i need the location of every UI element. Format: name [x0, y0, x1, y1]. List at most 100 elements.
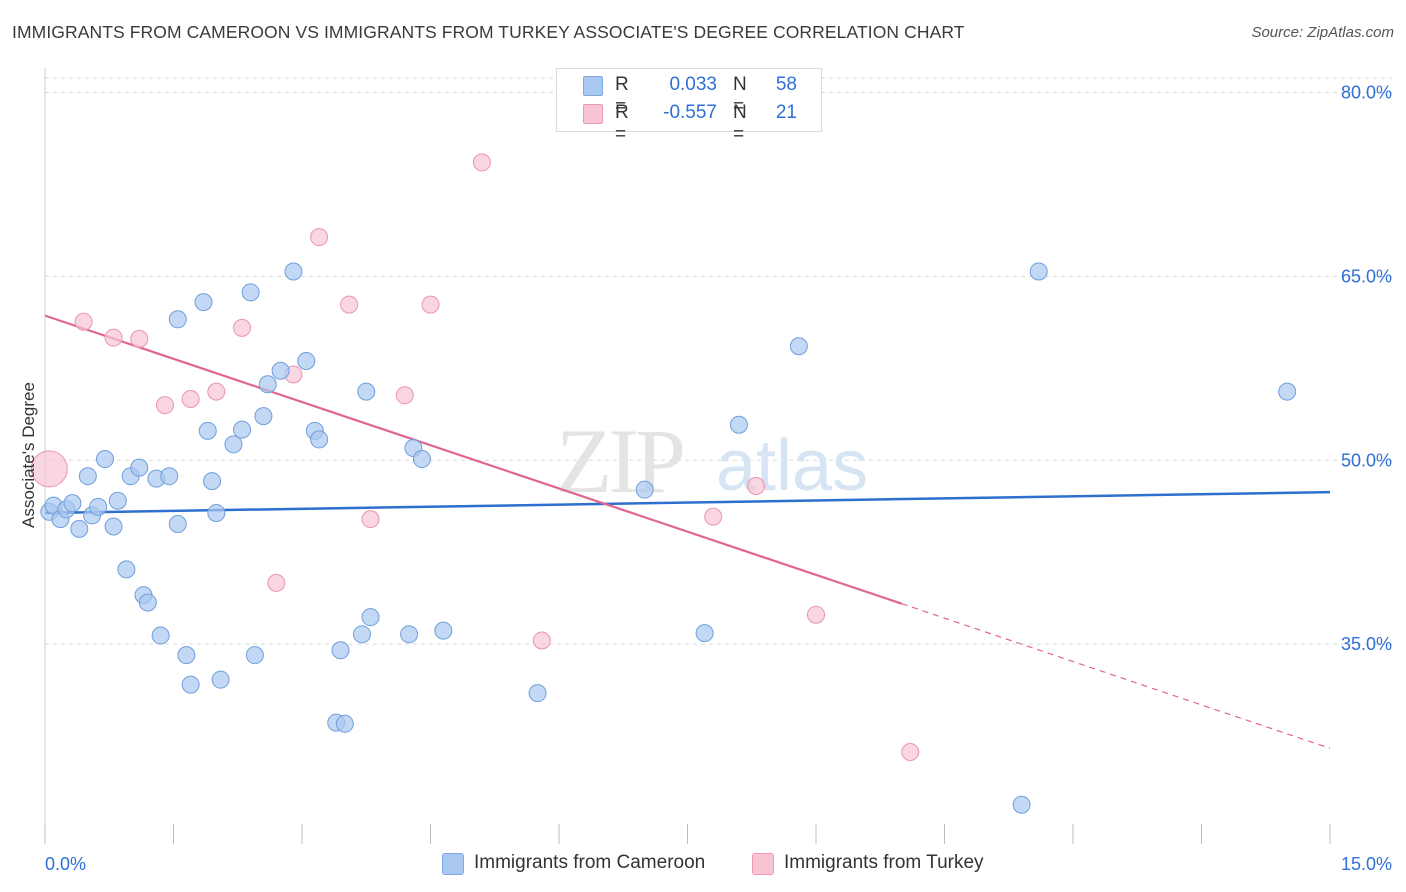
point-cameroon — [168, 310, 187, 329]
legend-r-label: R = — [615, 74, 629, 117]
point-turkey — [104, 328, 123, 347]
point-turkey — [74, 312, 93, 331]
point-turkey — [901, 743, 920, 761]
point-cameroon — [78, 467, 97, 486]
point-cameroon — [211, 670, 230, 689]
point-cameroon — [1278, 382, 1297, 401]
point-cameroon — [168, 515, 187, 533]
bottom-legend-swatch-turkey — [752, 853, 774, 875]
point-cameroon — [284, 262, 303, 281]
point-turkey — [361, 510, 380, 529]
point-cameroon — [177, 646, 196, 665]
point-cameroon — [434, 621, 453, 640]
bottom-legend-label-cameroon: Immigrants from Cameroon — [474, 852, 706, 873]
point-cameroon — [271, 361, 290, 380]
trend-layer — [44, 314, 1331, 749]
point-turkey — [155, 396, 174, 415]
point-cameroon — [297, 351, 316, 370]
x-tick-label: 0.0% — [45, 854, 86, 874]
legend-r-value: 0.033 — [669, 74, 717, 95]
point-cameroon — [528, 684, 547, 703]
point-cameroon — [89, 497, 108, 516]
point-cameroon — [198, 421, 217, 440]
y-tick-label: 65.0% — [1341, 266, 1392, 286]
point-cameroon — [160, 467, 179, 486]
trend-line-turkey-extension — [901, 603, 1331, 749]
x-tick-label: 15.0% — [1341, 854, 1392, 874]
point-cameroon — [400, 625, 419, 644]
point-cameroon — [130, 458, 149, 477]
legend-r-value: -0.557 — [663, 102, 717, 123]
point-cameroon — [412, 450, 431, 469]
point-cameroon — [245, 646, 264, 665]
y-tick-label: 80.0% — [1341, 83, 1392, 103]
point-cameroon — [1029, 262, 1048, 281]
point-turkey — [395, 386, 414, 405]
legend-n-label: N = — [733, 74, 747, 117]
point-cameroon — [335, 714, 354, 733]
point-cameroon — [352, 625, 371, 644]
point-turkey — [233, 318, 252, 337]
point-cameroon — [224, 435, 243, 454]
point-turkey — [130, 329, 149, 348]
bottom-legend-label-turkey: Immigrants from Turkey — [784, 852, 984, 873]
point-cameroon — [695, 624, 714, 643]
point-cameroon — [1012, 795, 1031, 814]
point-turkey — [704, 507, 723, 526]
legend-n-value: 21 — [775, 102, 797, 123]
point-cameroon — [207, 503, 226, 522]
point-cameroon — [729, 415, 748, 434]
watermark-zip: ZIP — [556, 410, 683, 512]
point-cameroon — [181, 675, 200, 694]
point-turkey — [181, 389, 200, 408]
point-cameroon — [789, 337, 808, 356]
point-cameroon — [310, 430, 329, 449]
point-turkey — [30, 450, 68, 488]
y-tick-label: 35.0% — [1341, 634, 1392, 654]
grid-layer — [45, 77, 1392, 645]
point-cameroon — [203, 472, 222, 491]
point-turkey — [807, 605, 825, 624]
point-turkey — [340, 295, 359, 314]
bottom-legend-swatch-cameroon — [442, 853, 464, 875]
point-cameroon — [104, 517, 123, 536]
point-turkey — [421, 295, 440, 314]
correlation-legend: R = 0.033 N = 58 R = -0.557 N = 21 — [556, 68, 822, 145]
watermark: ZIP atlas — [556, 410, 868, 512]
legend-r-label: R = — [615, 102, 629, 145]
trend-line-cameroon — [44, 490, 1331, 515]
point-turkey — [532, 631, 551, 650]
point-cameroon — [138, 593, 157, 612]
axis-layer: 35.0% 50.0% 65.0% 80.0% 0.0% 15.0% — [44, 68, 1392, 874]
legend-n-label: N = — [733, 102, 747, 145]
point-cameroon — [63, 494, 82, 513]
point-turkey — [472, 153, 491, 172]
point-cameroon — [70, 519, 89, 538]
point-cameroon — [241, 283, 260, 302]
point-cameroon — [194, 293, 213, 312]
point-turkey — [267, 573, 286, 592]
y-tick-label: 50.0% — [1341, 450, 1392, 470]
point-cameroon — [258, 375, 277, 394]
point-cameroon — [95, 450, 114, 469]
legend-swatch-cameroon — [583, 76, 603, 96]
point-cameroon — [233, 420, 252, 439]
chart-source: Source: ZipAtlas.com — [1251, 24, 1394, 41]
point-cameroon — [117, 560, 136, 579]
point-cameroon — [151, 626, 170, 645]
point-turkey — [310, 228, 329, 247]
legend-swatch-turkey — [583, 104, 603, 124]
y-axis-label: Associate's Degree — [19, 382, 38, 528]
point-cameroon — [331, 641, 350, 660]
point-cameroon — [357, 382, 376, 401]
point-cameroon — [361, 608, 380, 627]
point-cameroon — [254, 407, 273, 426]
watermark-atlas: atlas — [716, 426, 868, 506]
legend-n-value: 58 — [775, 74, 797, 95]
point-turkey — [207, 382, 226, 401]
points-layer — [30, 153, 1297, 814]
point-turkey — [747, 477, 766, 495]
trend-line-turkey — [44, 314, 903, 605]
chart-title: IMMIGRANTS FROM CAMEROON VS IMMIGRANTS F… — [12, 22, 965, 42]
